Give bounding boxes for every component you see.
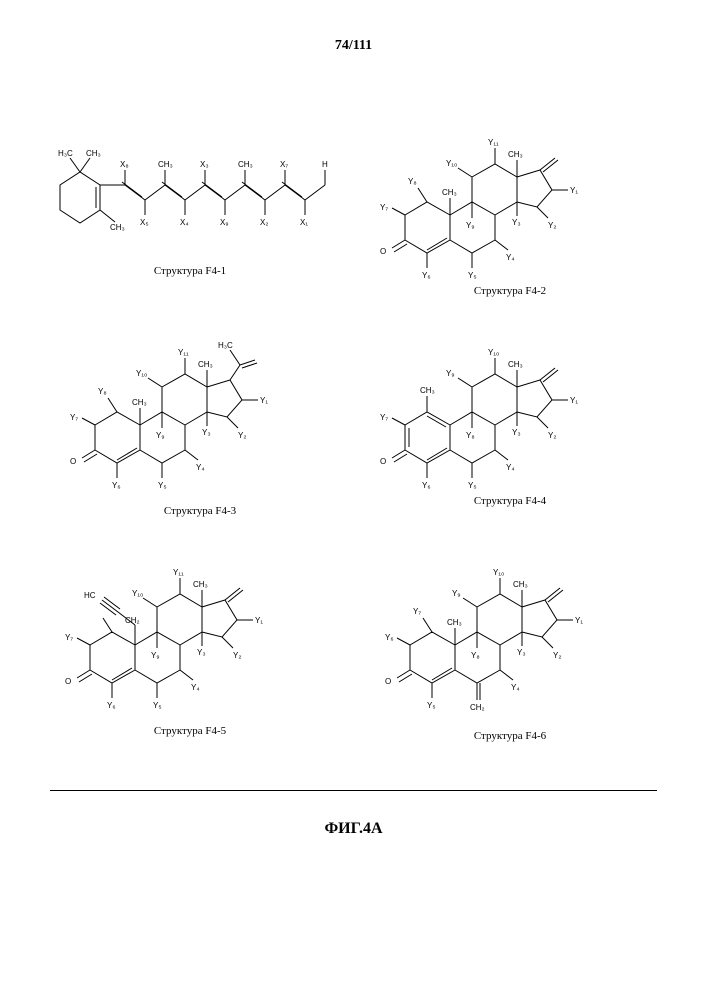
label-y9: Y₉ [156, 431, 165, 440]
label-y1: Y₁ [255, 616, 263, 625]
divider [50, 790, 657, 791]
label-x5: X₅ [140, 218, 149, 227]
label-o: O [380, 247, 386, 256]
label-y8: Y₈ [98, 387, 107, 396]
label-x7: X₇ [280, 160, 288, 169]
label-y2: Y₂ [548, 221, 556, 230]
structure-f4-2: O CH₃ CH₃ Y₁ Y₂ Y₃ Y₄ Y₅ Y₆ Y₇ Y₈ Y₉ Y₁₀… [380, 120, 660, 305]
caption-f4-2: Структура F4-2 [380, 285, 640, 297]
label-y1: Y₁ [570, 396, 578, 405]
label-y4: Y₄ [506, 253, 515, 262]
label-y7: Y₇ [65, 633, 73, 642]
structure-f4-3: O CH₃ CH₃ H₃C Y₁ Y₂ Y₃ Y₄ Y₅ Y₆ Y₇ Y₈ Y₉… [70, 320, 350, 515]
label-ch3: CH₃ [110, 223, 125, 232]
label-h: H [322, 160, 328, 169]
label-ch3: CH₃ [508, 150, 523, 159]
label-y4: Y₄ [196, 463, 205, 472]
label-y5: Y₅ [468, 271, 477, 280]
label-y3: Y₃ [512, 428, 521, 437]
label-ch3: CH₃ [198, 360, 213, 369]
label-y7: Y₇ [380, 203, 388, 212]
label-ch3: CH₃ [86, 149, 101, 158]
label-y3: Y₃ [517, 648, 526, 657]
label-y6: Y₆ [385, 633, 394, 642]
label-y8: Y₈ [471, 651, 480, 660]
label-y3: Y₃ [197, 648, 206, 657]
label-x1: X₁ [300, 218, 308, 227]
label-hc: HC [84, 591, 96, 600]
label-y3: Y₃ [202, 428, 211, 437]
label-y2: Y₂ [553, 651, 561, 660]
caption-f4-3: Структура F4-3 [70, 505, 330, 517]
label-x9: X₉ [220, 218, 229, 227]
label-y10: Y₁₀ [136, 369, 147, 378]
caption-f4-6: Структура F4-6 [380, 730, 640, 742]
label-o: O [380, 457, 386, 466]
label-y1: Y₁ [575, 616, 583, 625]
label-x8: X₈ [120, 160, 129, 169]
label-y3: Y₃ [512, 218, 521, 227]
label-y6: Y₆ [107, 701, 116, 710]
label-y10: Y₁₀ [493, 568, 504, 577]
label-y11: Y₁₁ [488, 138, 499, 147]
label-y10: Y₁₀ [446, 159, 457, 168]
page-number: 74/111 [0, 0, 707, 54]
structure-f4-6: O CH₃ CH₃ CH₂ Y₁ Y₂ Y₃ Y₄ Y₅ Y₆ Y₇ Y₈ Y₉… [380, 540, 670, 745]
label-y7: Y₇ [413, 607, 421, 616]
label-ch3: CH₃ [508, 360, 523, 369]
structure-f4-5: O CH₂ HC CH₃ Y₁ Y₂ Y₃ Y₄ Y₅ Y₆ Y₇ Y₉ Y₁₀… [60, 530, 350, 735]
label-y4: Y₄ [506, 463, 515, 472]
label-y1: Y₁ [570, 186, 578, 195]
caption-f4-4: Структура F4-4 [380, 495, 640, 507]
label-y5: Y₅ [153, 701, 162, 710]
label-y9: Y₉ [452, 589, 461, 598]
label-ch2: CH₂ [125, 616, 140, 625]
caption-f4-1: Структура F4-1 [40, 265, 340, 277]
label-y11: Y₁₁ [173, 568, 184, 577]
label-ch3: CH₃ [420, 386, 435, 395]
label-h3c: H₃C [218, 341, 233, 350]
label-o: O [65, 677, 71, 686]
label-y11: Y₁₁ [178, 348, 189, 357]
label-y5: Y₅ [427, 701, 436, 710]
structure-f4-4: O CH₃ CH₃ Y₁ Y₂ Y₃ Y₄ Y₅ Y₆ Y₇ Y₈ Y₉ Y₁₀… [380, 330, 660, 515]
label-y6: Y₆ [422, 481, 431, 490]
label-o: O [70, 457, 76, 466]
label-y10: Y₁₀ [132, 589, 143, 598]
label-ch3: CH₃ [158, 160, 173, 169]
label-y9: Y₉ [466, 221, 475, 230]
caption-f4-5: Структура F4-5 [60, 725, 320, 737]
figure-label: ФИГ.4A [0, 820, 707, 838]
label-y8: Y₈ [466, 431, 475, 440]
label-o: O [385, 677, 391, 686]
label-y9: Y₉ [446, 369, 455, 378]
label-y5: Y₅ [468, 481, 477, 490]
label-ch3: CH₃ [513, 580, 528, 589]
label-y7: Y₇ [70, 413, 78, 422]
label-y8: Y₈ [408, 177, 417, 186]
label-x2: X₂ [260, 218, 268, 227]
label-ch3: CH₃ [132, 398, 147, 407]
label-y4: Y₄ [191, 683, 200, 692]
label-y10: Y₁₀ [488, 348, 499, 357]
label-ch2: CH₂ [470, 703, 485, 712]
label-y6: Y₆ [422, 271, 431, 280]
label-x4: X₄ [180, 218, 189, 227]
label-ch3: CH₃ [238, 160, 253, 169]
label-x3: X₃ [200, 160, 209, 169]
label-ch3: CH₃ [442, 188, 457, 197]
label-y6: Y₆ [112, 481, 121, 490]
label-y2: Y₂ [233, 651, 241, 660]
label-y9: Y₉ [151, 651, 160, 660]
label-y5: Y₅ [158, 481, 167, 490]
label-y7: Y₇ [380, 413, 388, 422]
label-ch3: CH₃ [447, 618, 462, 627]
label-y4: Y₄ [511, 683, 520, 692]
label-y1: Y₁ [260, 396, 268, 405]
label-h3c: H₃C [58, 149, 73, 158]
label-y2: Y₂ [548, 431, 556, 440]
label-y2: Y₂ [238, 431, 246, 440]
label-ch3: CH₃ [193, 580, 208, 589]
structure-f4-1: H₃C CH₃ CH₃ X₈ CH₃ X₃ CH₃ X₇ H X₅ X₄ X₉ … [40, 130, 340, 275]
